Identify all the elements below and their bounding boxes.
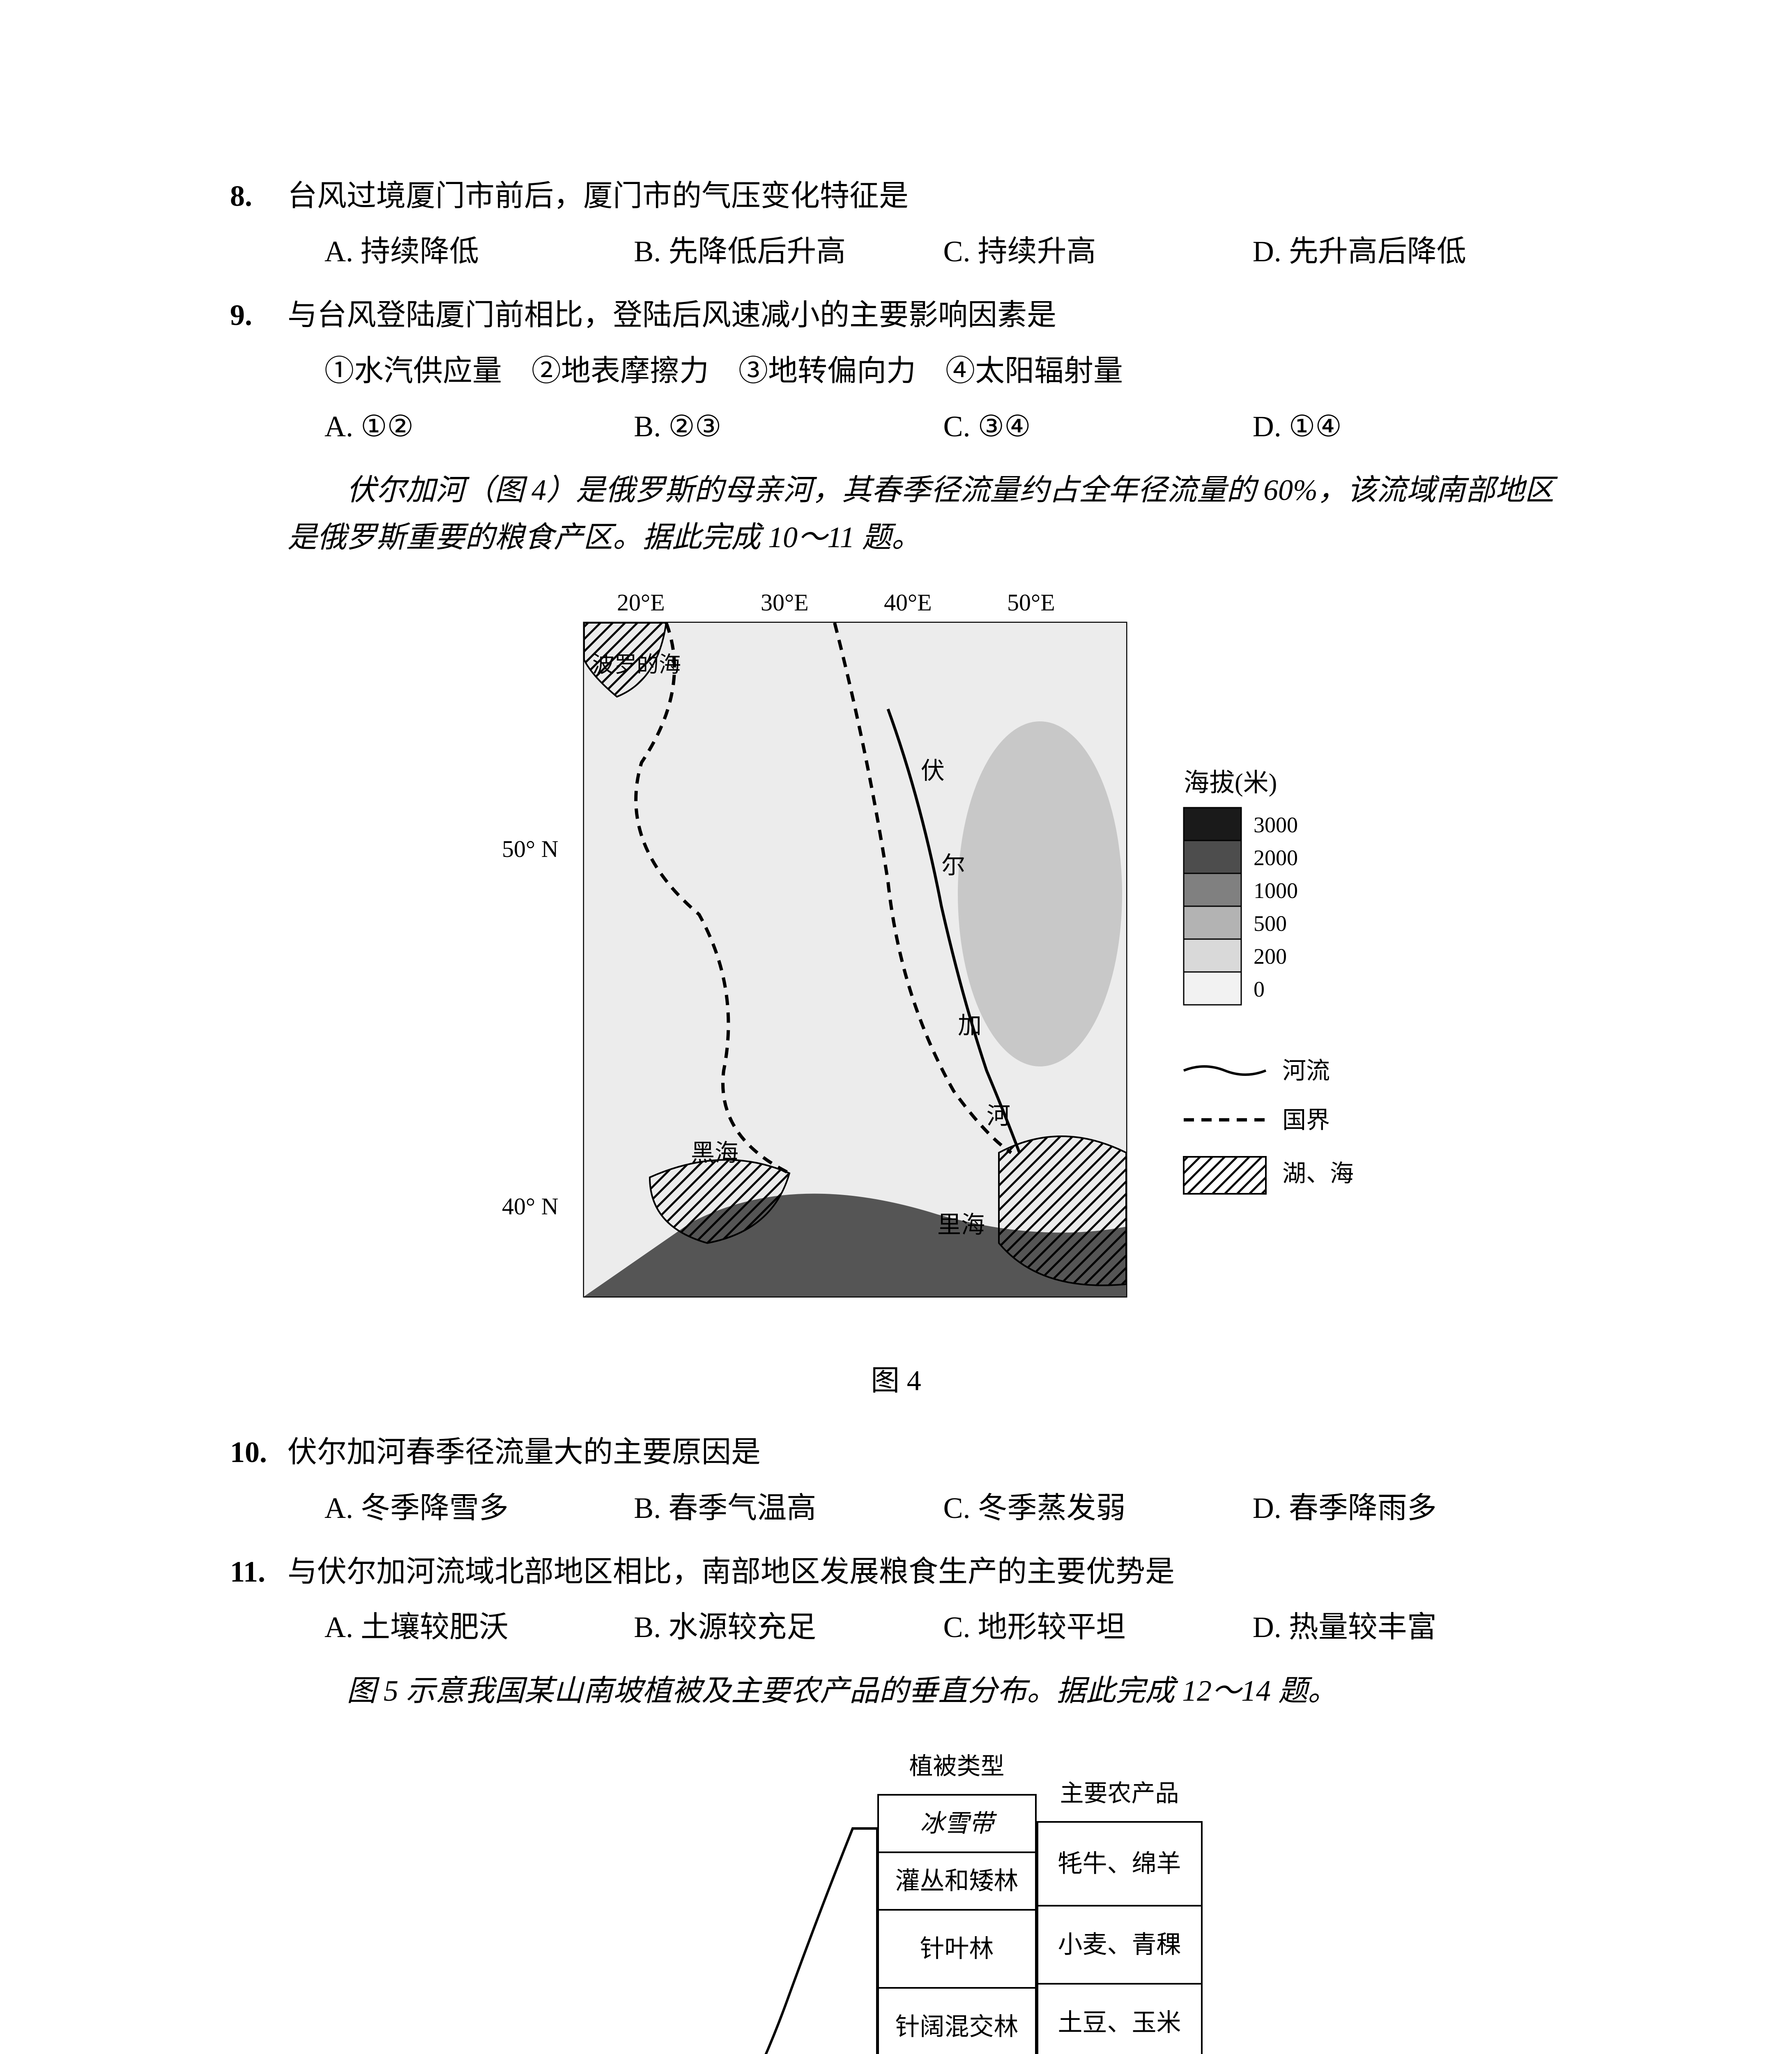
question-10: 10. 伏尔加河春季径流量大的主要原因是 A. 冬季降雪多 B. 春季气温高 C… [230, 1429, 1562, 1531]
prod-0: 牦牛、绵羊 [1037, 1822, 1202, 1906]
q11-number: 11. [230, 1548, 288, 1596]
leg-swatch-200 [1184, 939, 1241, 972]
fig4-label: 图 4 [230, 1358, 1562, 1404]
leg-swatch-500 [1184, 906, 1241, 939]
lon-20e: 20°E [617, 589, 665, 616]
river-ch2: 尔 [941, 852, 965, 879]
q10-opt-a: A. 冬季降雪多 [324, 1485, 634, 1532]
q8-options: A. 持续降低 B. 先降低后升高 C. 持续升高 D. 先升高后降低 [324, 228, 1562, 275]
q9-options: A. ①② B. ②③ C. ③④ D. ①④ [324, 403, 1562, 450]
leg-sea: 湖、海 [1282, 1160, 1354, 1187]
lat-50n: 50° N [502, 836, 559, 862]
leg-swatch-2000 [1184, 840, 1241, 873]
river-ch4: 河 [987, 1103, 1010, 1129]
question-11: 11. 与伏尔加河流域北部地区相比，南部地区发展粮食生产的主要优势是 A. 土壤… [230, 1548, 1562, 1651]
veg-1: 灌丛和矮林 [878, 1852, 1036, 1910]
q10-number: 10. [230, 1429, 288, 1476]
passage1-text: 伏尔加河（图 4）是俄罗斯的母亲河，其春季径流量约占全年径流量的 60%，该流域… [288, 474, 1554, 554]
q9-opt-a: A. ①② [324, 403, 634, 450]
q11-opt-a: A. 土壤较肥沃 [324, 1604, 634, 1651]
leg-river: 河流 [1282, 1057, 1330, 1084]
veg-0: 冰雪带 [878, 1795, 1036, 1852]
q8-opt-a: A. 持续降低 [324, 228, 634, 275]
q9-text: 与台风登陆厦门前相比，登陆后风速减小的主要影响因素是 [288, 292, 1562, 339]
veg-2: 针叶林 [878, 1910, 1036, 1988]
lon-40e: 40°E [884, 589, 932, 616]
q11-text: 与伏尔加河流域北部地区相比，南部地区发展粮食生产的主要优势是 [288, 1548, 1562, 1596]
question-9: 9. 与台风登陆厦门前相比，登陆后风速减小的主要影响因素是 ①水汽供应量 ②地表… [230, 292, 1562, 450]
q9-opt-d: D. ①④ [1253, 403, 1562, 450]
q10-opt-d: D. 春季降雨多 [1253, 1485, 1562, 1532]
leg-swatch-1000 [1184, 873, 1241, 906]
q9-opt-b: B. ②③ [634, 403, 943, 450]
lon-30e: 30°E [761, 589, 809, 616]
q11-opt-d: D. 热量较丰富 [1253, 1604, 1562, 1651]
vegetation-column: 植被类型 冰雪带 灌丛和矮林 针叶林 针阔混交林 落叶阔叶林 甲 热带雨林 [877, 1739, 1037, 2054]
legend-title: 海拔(米) [1184, 769, 1277, 797]
q10-text: 伏尔加河春季径流量大的主要原因是 [288, 1429, 1562, 1476]
mountain-profile [590, 1804, 877, 2054]
caspian-label: 里海 [937, 1211, 985, 1238]
q8-opt-d: D. 先升高后降低 [1253, 228, 1562, 275]
q8-opt-b: B. 先降低后升高 [634, 228, 943, 275]
veg-3: 针阔混交林 [878, 1988, 1036, 2054]
black-sea-label: 黑海 [691, 1140, 738, 1166]
baltic-label: 波罗的海 [592, 652, 681, 677]
figure-4: 20°E 30°E 40°E 50°E 50° N 40° N 波罗的海 黑海 … [230, 586, 1562, 1404]
leg-500: 500 [1254, 911, 1287, 936]
q10-opt-b: B. 春季气温高 [634, 1485, 943, 1532]
river-ch3: 加 [958, 1012, 982, 1039]
figure-5: 植被类型 冰雪带 灌丛和矮林 针叶林 针阔混交林 落叶阔叶林 甲 热带雨林 主要… [230, 1739, 1562, 2054]
q9-opt-c: C. ③④ [943, 403, 1253, 450]
question-8: 8. 台风过境厦门市前后，厦门市的气压变化特征是 A. 持续降低 B. 先降低后… [230, 173, 1562, 275]
river-ch1: 伏 [921, 758, 945, 784]
passage2-text: 图 5 示意我国某山南坡植被及主要农产品的垂直分布。据此完成 12～14 题。 [347, 1674, 1337, 1707]
leg-1000: 1000 [1254, 878, 1298, 903]
prod-header: 主要农产品 [1037, 1766, 1202, 1822]
q11-options: A. 土壤较肥沃 B. 水源较充足 C. 地形较平坦 D. 热量较丰富 [324, 1604, 1562, 1651]
q11-opt-b: B. 水源较充足 [634, 1604, 943, 1651]
q8-opt-c: C. 持续升高 [943, 228, 1253, 275]
leg-0: 0 [1254, 977, 1265, 1002]
leg-river-icon [1184, 1066, 1266, 1075]
volga-map: 20°E 30°E 40°E 50°E 50° N 40° N 波罗的海 黑海 … [403, 586, 1389, 1346]
lon-50e: 50°E [1007, 589, 1055, 616]
q10-opt-c: C. 冬季蒸发弱 [943, 1485, 1253, 1532]
q8-number: 8. [230, 173, 288, 220]
q8-text: 台风过境厦门市前后，厦门市的气压变化特征是 [288, 173, 1562, 220]
veg-header: 植被类型 [878, 1739, 1036, 1795]
leg-200: 200 [1254, 944, 1287, 969]
leg-swatch-3000 [1184, 808, 1241, 840]
lat-40n: 40° N [502, 1193, 559, 1220]
prod-3: 土豆、玉米 [1037, 1984, 1202, 2054]
leg-2000: 2000 [1254, 845, 1298, 870]
passage-mountain: 图 5 示意我国某山南坡植被及主要农产品的垂直分布。据此完成 12～14 题。 [288, 1667, 1562, 1715]
leg-border: 国界 [1282, 1107, 1330, 1133]
leg-swatch-0 [1184, 972, 1241, 1005]
q10-options: A. 冬季降雪多 B. 春季气温高 C. 冬季蒸发弱 D. 春季降雨多 [324, 1485, 1562, 1532]
product-column: 主要农产品 牦牛、绵羊 小麦、青稞 土豆、玉米 水稻、小麦、玉米 水稻、棉花、香… [1037, 1766, 1203, 2054]
prod-2: 小麦、青稞 [1037, 1906, 1202, 1984]
q11-opt-c: C. 地形较平坦 [943, 1604, 1253, 1651]
q9-number: 9. [230, 292, 288, 339]
q9-factors: ①水汽供应量 ②地表摩擦力 ③地转偏向力 ④太阳辐射量 [324, 348, 1562, 395]
passage-volga: 伏尔加河（图 4）是俄罗斯的母亲河，其春季径流量约占全年径流量的 60%，该流域… [288, 467, 1562, 561]
terrain-mid [958, 721, 1122, 1066]
leg-sea-icon [1184, 1157, 1266, 1194]
leg-3000: 3000 [1254, 813, 1298, 837]
